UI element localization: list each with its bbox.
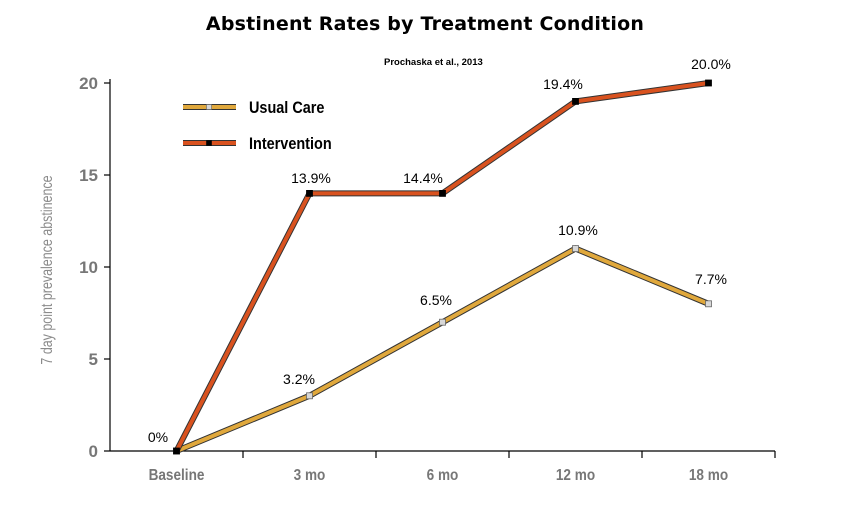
y-tick-label: 10 — [79, 258, 98, 277]
series-usual-care — [173, 245, 712, 455]
data-label: 6.5% — [420, 292, 452, 308]
legend-label: Intervention — [249, 135, 332, 153]
data-label: 10.9% — [558, 222, 598, 238]
x-tick-label: 12 mo — [556, 467, 595, 484]
legend: Usual Care Intervention — [183, 99, 332, 153]
y-tick-label: 0 — [89, 442, 98, 461]
legend-label: Usual Care — [249, 99, 325, 117]
data-label: 7.7% — [695, 271, 727, 287]
data-label: 20.0% — [691, 56, 731, 72]
y-tick-label: 5 — [89, 350, 98, 369]
y-tick-label: 15 — [79, 166, 98, 185]
y-tick-label: 20 — [79, 74, 98, 93]
data-point — [306, 189, 313, 197]
data-point — [439, 318, 446, 326]
axes: 7 day point prevalence abstinence 0 5 10 15 2… — [39, 74, 776, 484]
legend-marker — [206, 140, 212, 146]
chart-title: Abstinent Rates by Treatment Condition — [205, 13, 645, 35]
data-point — [705, 300, 712, 308]
data-point — [439, 189, 446, 197]
chart-subtitle: Prochaska et al., 2013 — [384, 57, 483, 68]
data-label: 13.9% — [291, 170, 331, 186]
legend-marker — [206, 104, 212, 110]
data-point — [705, 79, 712, 87]
data-labels: 0% 3.2% 6.5% 10.9% 7.7% 13.9% 14.4% 19.4% 20.0% — [148, 56, 731, 445]
data-point — [572, 245, 579, 253]
series-layer — [173, 79, 712, 455]
x-tick-label: 18 mo — [689, 467, 728, 484]
legend-item-usual-care: Usual Care — [183, 99, 325, 117]
series-line-outline — [175, 245, 710, 454]
data-label: 19.4% — [543, 76, 583, 92]
y-axis-title: 7 day point prevalence abstinence — [39, 175, 57, 364]
x-tick-label: Baseline — [149, 467, 205, 484]
data-point — [572, 98, 579, 105]
data-point — [173, 447, 180, 455]
legend-item-intervention: Intervention — [183, 135, 332, 153]
x-tick-label: 3 mo — [294, 467, 326, 484]
data-label: 14.4% — [403, 170, 443, 186]
data-label: 3.2% — [283, 371, 315, 387]
x-tick-label: 6 mo — [427, 467, 459, 484]
series-intervention — [173, 79, 712, 455]
data-label: 0% — [148, 429, 168, 445]
data-point — [306, 392, 313, 400]
